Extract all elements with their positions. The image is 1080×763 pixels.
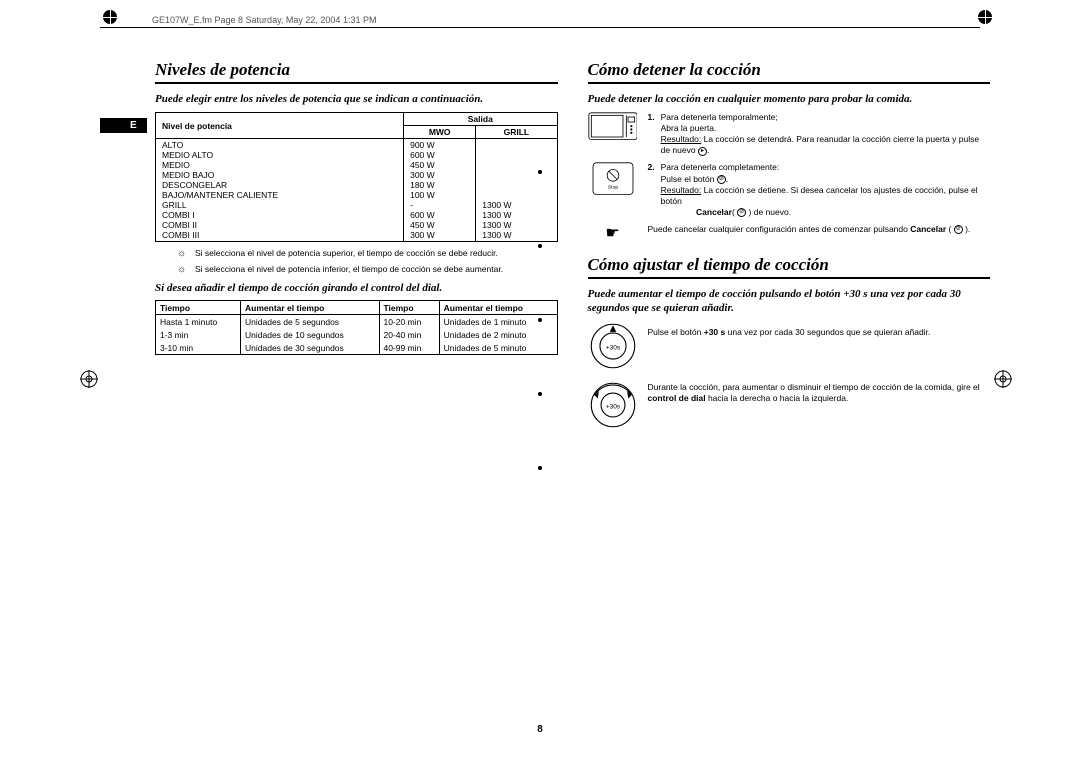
plus30-dial-icon: +30s [588,321,638,374]
th-inc1: Aumentar el tiempo [241,301,379,315]
s2-result-label: Resultado: [661,185,702,195]
note2-text: Si selecciona el nivel de potencia infer… [195,264,503,277]
th-mwo: MWO [404,126,476,139]
s2-l2: Pulse el botón [661,174,715,184]
th-grill: GRILL [476,126,557,139]
s1-result: La cocción se detendrá. Para reanudar la… [661,134,979,155]
intro-power: Puede elegir entre los niveles de potenc… [155,92,558,106]
s2-l1: Para detenerla completamente: [661,162,780,172]
s2-cancel: Cancelar [696,207,732,217]
turn-dial-icon: +30s [588,380,638,433]
adj1-a: Pulse el botón [648,327,704,337]
adjust-step-2: +30s Durante la cocción, para aumentar o… [588,380,991,433]
language-tab: E [100,118,147,133]
start-icon: ▸ [698,147,707,156]
adj1-b: +30 s [704,327,726,337]
reg-mark-left [80,370,98,388]
th-time1: Tiempo [156,301,241,315]
note-higher-power: ☼ Si selecciona el nivel de potencia sup… [177,248,558,261]
sun-icon: ☼ [177,264,189,277]
note1-text: Si selecciona el nivel de potencia super… [195,248,498,261]
microwave-open-icon [588,112,638,156]
th-level: Nivel de potencia [156,113,404,139]
adj1-c: una vez por cada 30 segundos que se quie… [725,327,930,337]
s1-l2: Abra la puerta. [661,123,717,133]
right-column: Cómo detener la cocción Puede detener la… [588,60,991,743]
note-lower-power: ☼ Si selecciona el nivel de potencia inf… [177,264,558,277]
section-title-adjust: Cómo ajustar el tiempo de cocción [588,255,991,279]
s2-again: de nuevo. [754,207,791,217]
sub-intro-dial: Si desea añadir el tiempo de cocción gir… [155,282,558,294]
step-1: 1. Para detenerla temporalmente; Abra la… [588,112,991,156]
svg-text:Stop: Stop [607,185,617,191]
section-title-stop: Cómo detener la cocción [588,60,991,84]
crop-mark-tl [103,10,117,24]
pointer-text: Puede cancelar cualquier configuración a… [648,224,908,234]
intro-adjust: Puede aumentar el tiempo de cocción puls… [588,287,991,316]
svg-text:+30s: +30s [605,344,620,351]
page-number: 8 [537,724,543,735]
stop-button-icon: Stop [588,162,638,217]
step-num-1: 1. [648,112,655,156]
adj2-b: control de dial [648,393,706,403]
cancel-icon: ⊘ [954,225,963,234]
adjust-step-1: +30s Pulse el botón +30 s una vez por ca… [588,321,991,374]
section-title-power: Niveles de potencia [155,60,558,84]
cancel-icon: ⊘ [717,175,726,184]
s1-result-label: Resultado: [661,134,702,144]
adj2-a: Durante la cocción, para aumentar o dism… [648,382,980,392]
svg-text:+30s: +30s [605,403,620,410]
intro-stop: Puede detener la cocción en cualquier mo… [588,92,991,106]
th-output: Salida [404,113,557,126]
pointer-icon: ☛ [588,224,638,245]
power-table: Nivel de potencia Salida MWO GRILL ALTOM… [155,112,558,242]
s1-l1: Para detenerla temporalmente; [661,112,778,122]
header-filename: GE107W_E.fm Page 8 Saturday, May 22, 200… [152,15,376,25]
s2-result: La cocción se detiene. Si desea cancelar… [661,185,978,206]
th-time2: Tiempo [379,301,439,315]
pointer-cancel: Cancelar [910,224,946,234]
crop-mark-tr [978,10,992,24]
sun-icon: ☼ [177,248,189,261]
th-inc2: Aumentar el tiempo [439,301,557,315]
header-rule [100,27,980,28]
cancel-icon: ⊘ [737,208,746,217]
step-num-2: 2. [648,162,655,217]
left-column: Niveles de potencia Puede elegir entre l… [155,60,558,743]
pointer-note: ☛ Puede cancelar cualquier configuración… [588,224,991,245]
step-2: Stop 2. Para detenerla completamente: Pu… [588,162,991,217]
adj2-c: hacia la derecha o hacia la izquierda. [706,393,849,403]
time-table: Tiempo Aumentar el tiempo Tiempo Aumenta… [155,300,558,355]
reg-mark-right [994,370,1012,388]
